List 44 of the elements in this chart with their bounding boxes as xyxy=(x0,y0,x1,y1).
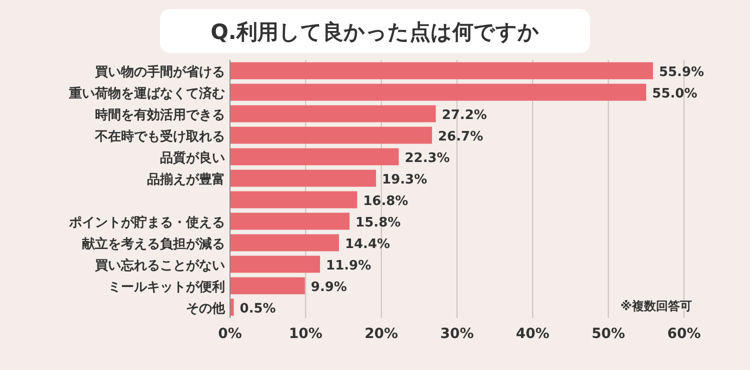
bar xyxy=(230,298,234,316)
data-label: 55.0% xyxy=(652,86,698,102)
bar xyxy=(230,62,653,80)
bar xyxy=(230,148,399,166)
y-tick-label: 品質が良い xyxy=(160,150,225,166)
y-tick-label: 不在時でも受け取れる xyxy=(94,128,225,144)
data-label: 11.9% xyxy=(326,258,372,274)
y-tick-label: 献立を考える負担が減る xyxy=(82,236,225,252)
y-tick-label: 買い忘れることがない xyxy=(94,257,225,274)
annotation: ※複数回答可 xyxy=(620,299,692,313)
bar xyxy=(230,256,320,273)
y-tick-label: ポイントが貯まる・使える xyxy=(68,214,225,230)
y-tick-label: 重い荷物を運ばなくて済む xyxy=(68,85,225,102)
x-tick-label: 30% xyxy=(440,326,474,342)
y-tick-label: その他 xyxy=(186,301,226,316)
data-label: 27.2% xyxy=(442,108,487,123)
x-tick-label: 20% xyxy=(364,326,398,342)
data-label: 26.7% xyxy=(438,129,484,144)
data-label: 55.9% xyxy=(658,64,704,80)
bar xyxy=(230,126,432,144)
bar xyxy=(230,277,305,294)
x-tick-label: 0% xyxy=(218,326,242,342)
x-tick-label: 40% xyxy=(516,326,550,342)
data-label: 9.9% xyxy=(310,280,347,295)
x-tick-label: 50% xyxy=(592,326,626,342)
data-label: 22.3% xyxy=(404,150,450,166)
data-label: 15.8% xyxy=(356,215,401,230)
data-label: 16.8% xyxy=(363,194,408,209)
bar xyxy=(230,105,436,122)
y-tick-label: ミールキットが便利 xyxy=(108,278,225,295)
bar xyxy=(230,170,376,187)
data-label: 0.5% xyxy=(240,301,276,316)
y-tick-label: 時間を有効活用できる xyxy=(95,106,225,123)
x-tick-label: 60% xyxy=(667,326,701,342)
chart-title: Q.利用して良かった点は何ですか xyxy=(210,20,540,44)
x-tick-label: 10% xyxy=(288,326,322,342)
data-label: 19.3% xyxy=(382,172,428,188)
bar xyxy=(230,84,646,101)
y-tick-label: 品揃えが豊富 xyxy=(147,171,225,188)
bar xyxy=(230,234,339,252)
bar xyxy=(230,191,358,208)
data-label: 14.4% xyxy=(344,236,390,252)
y-tick-label: 買い物の手間が省ける xyxy=(94,64,225,80)
bar xyxy=(230,212,350,230)
